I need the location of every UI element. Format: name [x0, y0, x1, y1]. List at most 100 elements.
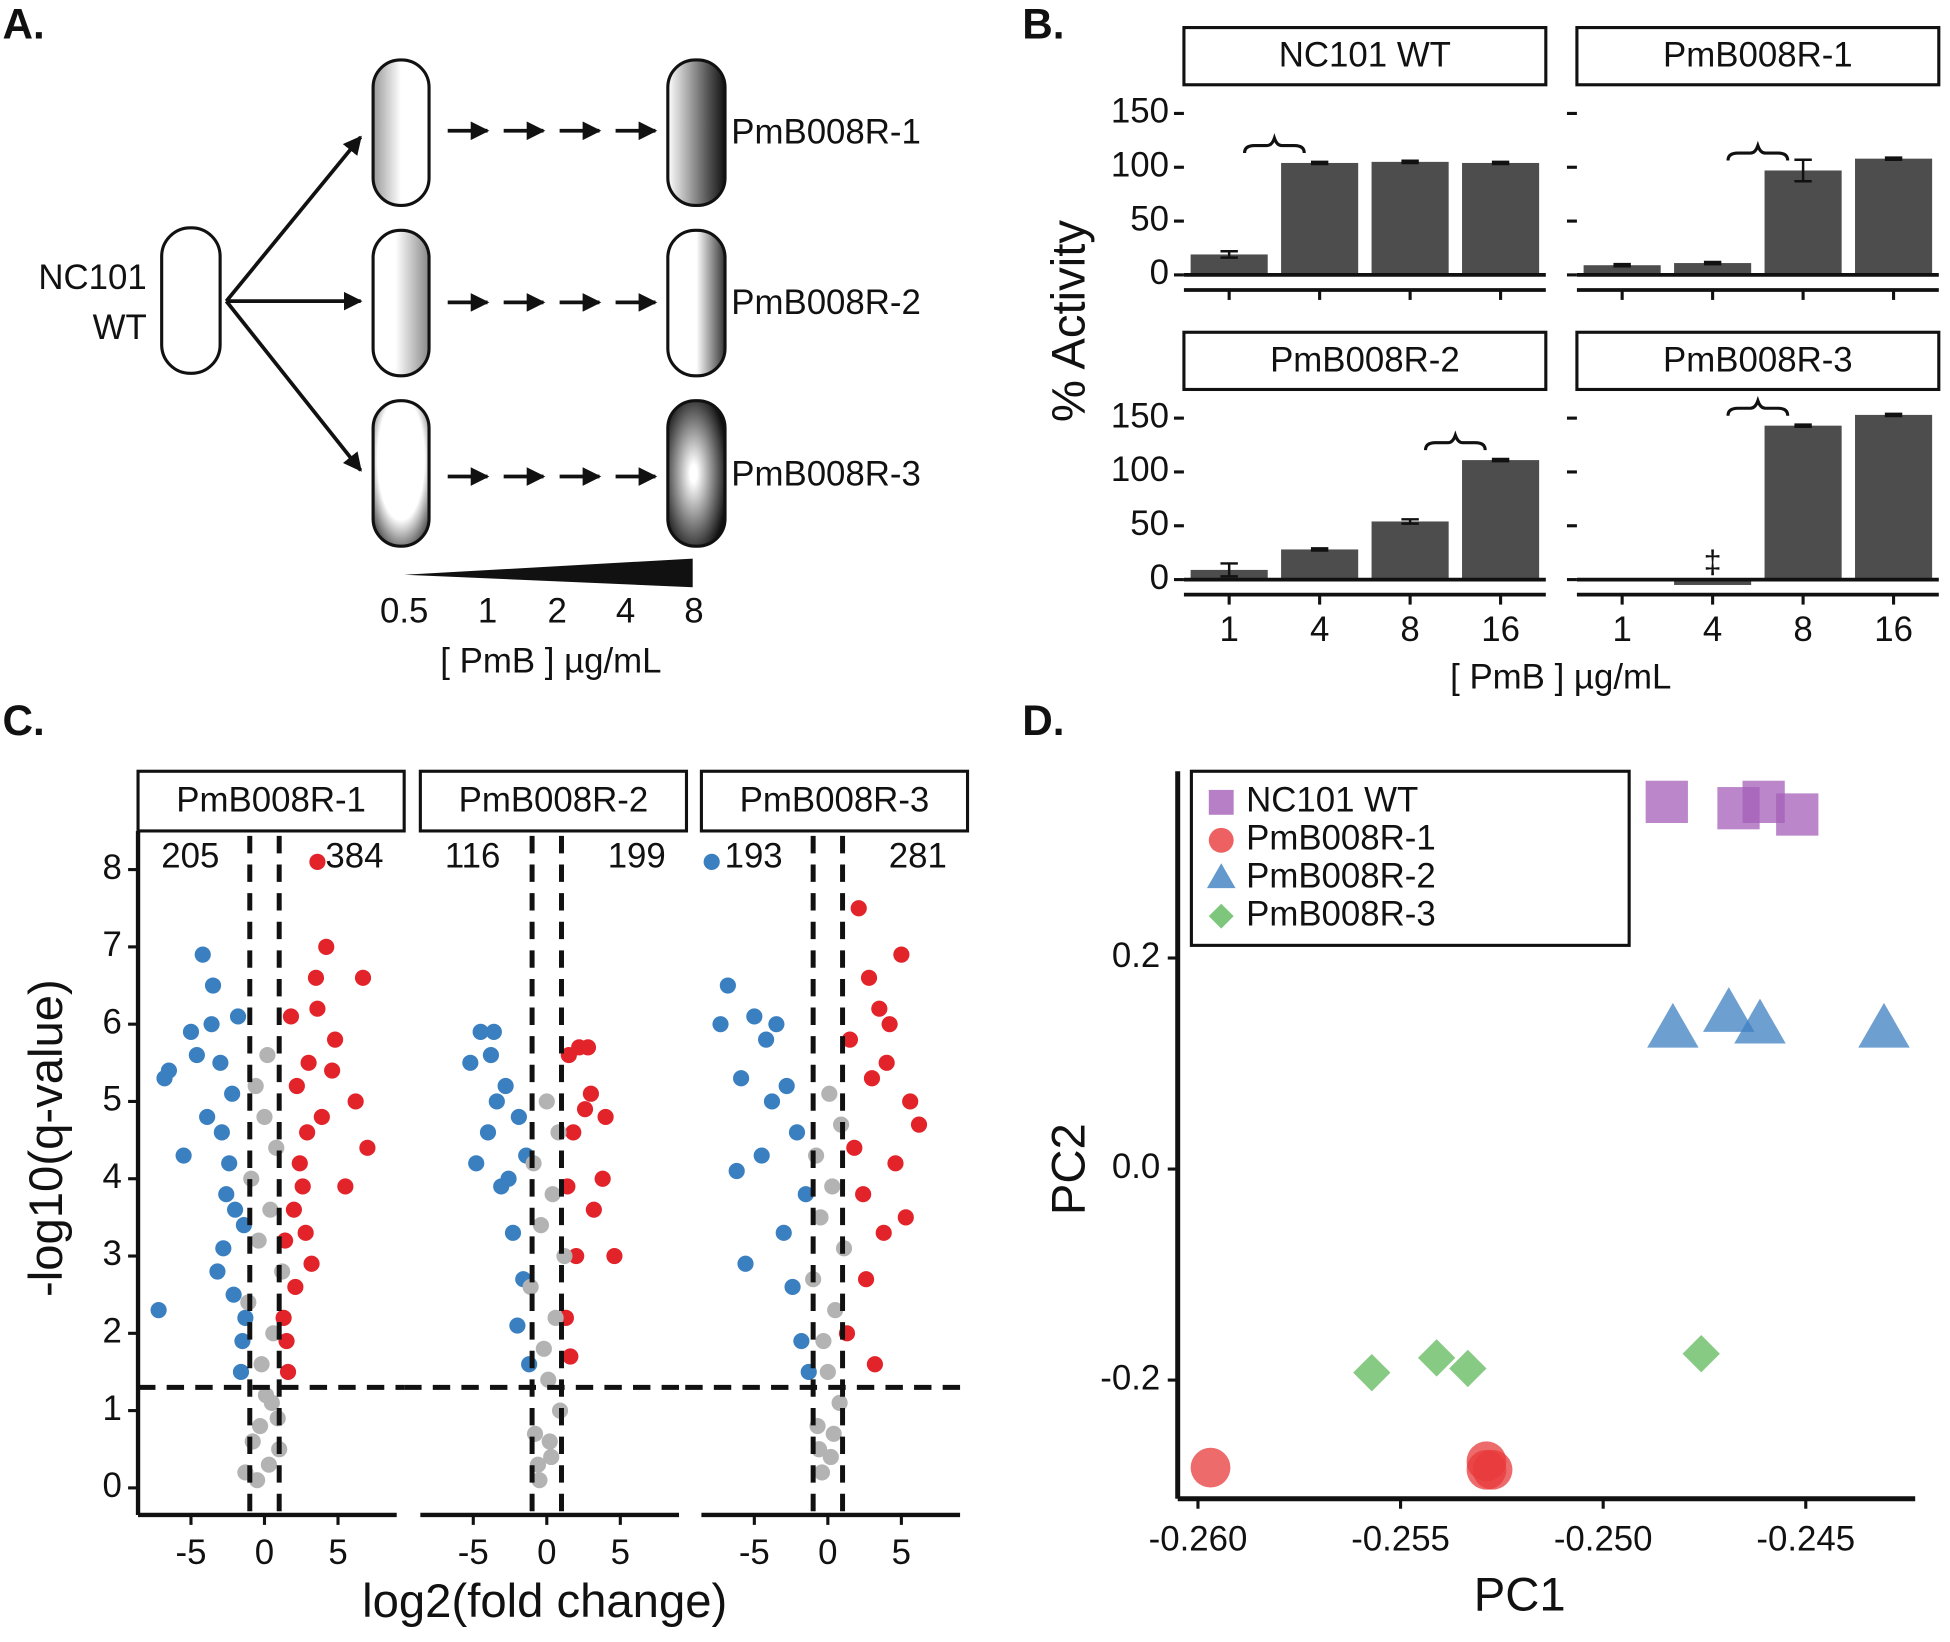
point — [547, 1309, 564, 1326]
bar — [1462, 162, 1540, 275]
x-tick-label: -5 — [739, 1533, 770, 1572]
strain-label: PmB008R-3 — [731, 455, 921, 494]
point — [234, 1332, 251, 1350]
marker — [1208, 903, 1234, 929]
panel-label: C. — [2, 697, 44, 744]
x-tick-label: 1 — [1612, 610, 1631, 649]
bar — [1190, 254, 1268, 275]
y-tick-label: 6 — [103, 1002, 122, 1041]
cell — [666, 58, 727, 207]
marker — [1353, 1354, 1391, 1392]
point — [297, 1224, 314, 1241]
point — [550, 1124, 567, 1141]
point — [597, 1108, 614, 1125]
x-tick-label: -0.245 — [1756, 1519, 1855, 1558]
error-bar — [1794, 158, 1812, 183]
x-tick-label: 5 — [328, 1533, 347, 1572]
panel-label: B. — [1022, 1, 1064, 48]
cell — [160, 226, 222, 375]
point — [871, 1000, 888, 1017]
error-bar — [1491, 160, 1510, 166]
point — [324, 1062, 341, 1079]
facet-title: PmB008R-3 — [740, 781, 930, 820]
point — [540, 1371, 557, 1388]
x-tick-label: 0 — [818, 1533, 837, 1572]
point — [279, 1363, 297, 1381]
error-bar — [1401, 518, 1419, 525]
point — [262, 1201, 279, 1218]
brace — [1726, 395, 1790, 416]
point — [268, 1139, 285, 1156]
point — [541, 1433, 558, 1450]
point — [897, 1209, 914, 1226]
marker — [1682, 1335, 1720, 1373]
point — [582, 1085, 599, 1102]
facet-strip — [1575, 330, 1941, 392]
point — [260, 1456, 277, 1473]
strain-label: PmB008R-2 — [731, 283, 921, 322]
point — [846, 1139, 863, 1156]
panel-label: D. — [1022, 697, 1064, 744]
point — [819, 1363, 836, 1381]
facet-strip — [136, 769, 406, 833]
point — [531, 1472, 548, 1489]
x-tick-label: -5 — [175, 1533, 206, 1572]
gradient-wedge — [404, 558, 693, 588]
point — [855, 1186, 872, 1203]
marker — [1645, 780, 1688, 823]
point — [259, 1046, 276, 1064]
facet-strip — [1575, 26, 1941, 87]
marker — [1647, 1002, 1699, 1048]
point — [737, 1255, 754, 1272]
point — [866, 1356, 883, 1373]
marker — [1208, 827, 1234, 853]
facet-title: PmB008R-1 — [176, 781, 366, 820]
brace — [1726, 140, 1790, 161]
point — [237, 1309, 254, 1326]
arrows — [224, 121, 658, 486]
point — [576, 1101, 594, 1118]
x-axis-label: PC1 — [1474, 1569, 1566, 1622]
point — [307, 969, 325, 986]
bar — [1855, 414, 1933, 580]
point — [500, 1170, 517, 1187]
point — [875, 1224, 892, 1241]
x-tick-label: 0 — [255, 1533, 274, 1572]
x-tick-label: 8 — [1400, 610, 1419, 649]
point — [225, 1286, 242, 1303]
marker — [1417, 1339, 1456, 1377]
point — [188, 1046, 205, 1064]
point — [209, 1263, 226, 1280]
x-tick-label: 8 — [1793, 610, 1812, 649]
error-bar — [1703, 260, 1722, 266]
strain-label: PmB008R-1 — [731, 113, 921, 152]
concentration-label: 4 — [616, 592, 635, 631]
point — [232, 1363, 250, 1381]
y-axis-label: PC2 — [1042, 1123, 1095, 1215]
facet-title: PmB008R-2 — [1270, 340, 1460, 379]
error-bar — [1613, 262, 1631, 268]
error-bar — [1884, 156, 1903, 161]
point — [309, 853, 326, 870]
brace — [1243, 133, 1306, 154]
x-axis-label: log2(fold change) — [362, 1575, 727, 1628]
bar — [1371, 161, 1449, 275]
legend-label: PmB008R-2 — [1246, 856, 1436, 895]
point — [150, 1302, 167, 1319]
count-label: 116 — [445, 837, 500, 876]
point — [313, 1108, 330, 1125]
marker — [1776, 793, 1819, 836]
point — [784, 1278, 801, 1296]
error-bar — [1220, 562, 1238, 578]
point — [728, 1162, 745, 1180]
point — [831, 1394, 848, 1411]
annotation: ‡ — [1704, 544, 1722, 580]
point — [813, 1464, 831, 1481]
point — [212, 1054, 229, 1071]
point — [274, 1263, 291, 1280]
point — [497, 1077, 514, 1095]
cell — [666, 228, 727, 378]
y-tick-label: 8 — [103, 848, 122, 887]
point — [526, 1425, 544, 1442]
bar — [1674, 579, 1752, 585]
